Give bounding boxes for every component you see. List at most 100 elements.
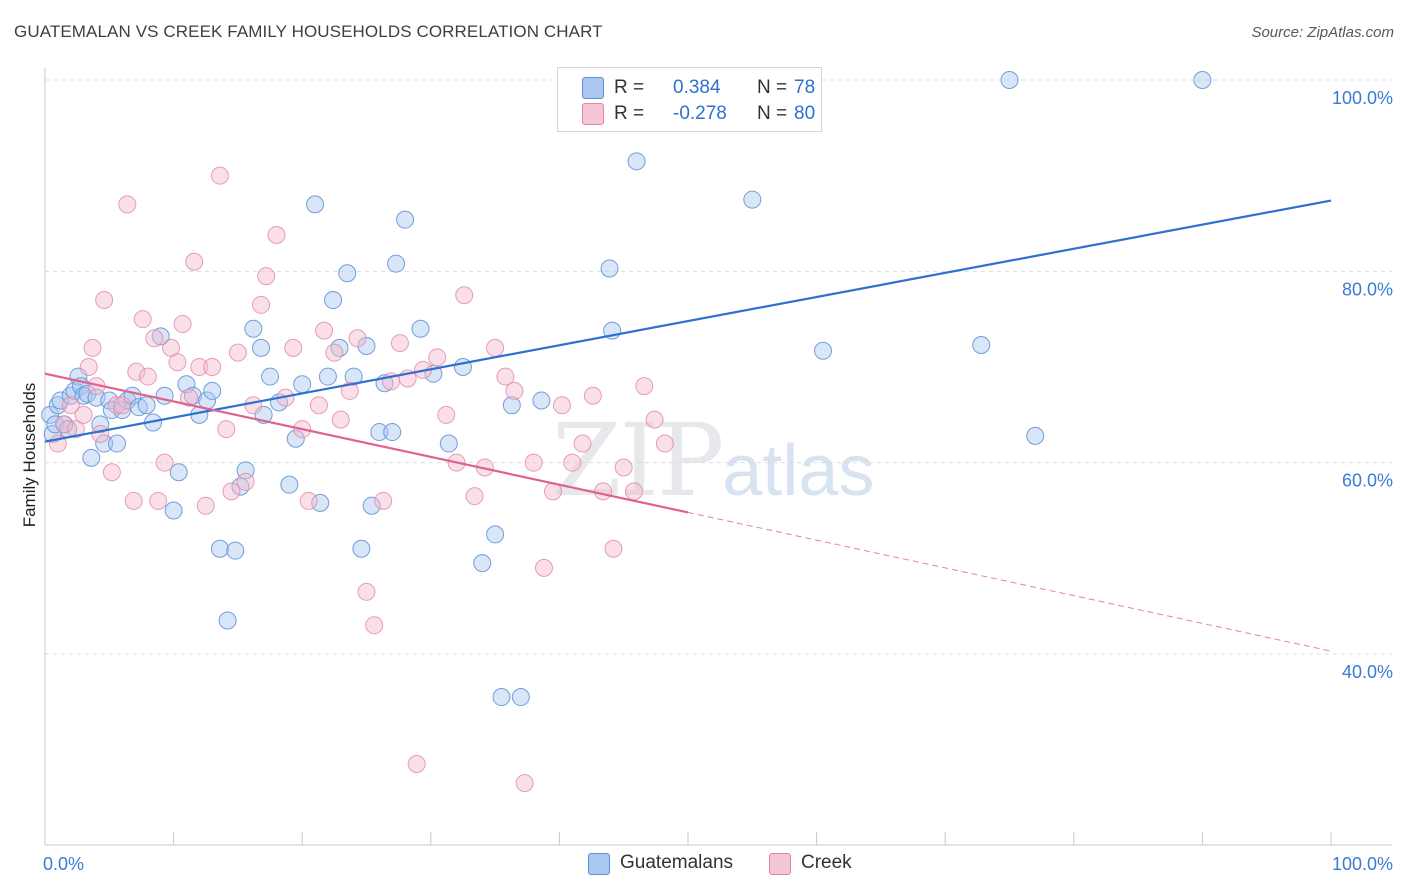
- guatemalans-point: [231, 477, 250, 496]
- x-tick-label: 100.0%: [1332, 854, 1393, 874]
- guatemalans-point: [48, 396, 67, 415]
- axis-labels: 40.0% 60.0% 80.0% 100.0% 0.0% 100.0% Family Ho…: [20, 88, 1393, 874]
- creek-point: [244, 396, 263, 415]
- guatemalans-point: [210, 539, 229, 558]
- y-tick-label: 80.0%: [1342, 279, 1393, 299]
- creek-point: [133, 310, 152, 329]
- creek-point: [614, 458, 633, 477]
- correlation-legend: R = 0.384 N = 78 R = -0.278 N = 80: [557, 67, 822, 132]
- creek-point: [196, 496, 215, 515]
- guatemalans-point: [743, 190, 762, 209]
- guatemalans-point: [82, 448, 101, 467]
- creek-point: [55, 415, 74, 434]
- creek-point: [284, 338, 303, 357]
- legend-n-value: 80: [794, 103, 816, 124]
- creek-trend-line: [44, 372, 689, 514]
- guatemalans-point: [330, 338, 349, 357]
- guatemalans-point: [338, 264, 357, 283]
- creek-point: [113, 396, 132, 415]
- guatemalans-point: [492, 688, 511, 707]
- guatemalans-point: [91, 415, 110, 434]
- creek-point: [138, 367, 157, 386]
- guatemalans-point: [324, 291, 343, 310]
- source-credit: Source: ZipAtlas.com: [1251, 24, 1394, 41]
- creek-point: [496, 367, 515, 386]
- creek-point: [118, 195, 137, 214]
- guatemalans-point: [370, 423, 389, 442]
- creek-point: [534, 558, 553, 577]
- y-tick-label: 60.0%: [1342, 471, 1393, 491]
- creek-point: [149, 491, 168, 510]
- guatemalans-point: [226, 541, 245, 560]
- creek-point: [173, 314, 192, 333]
- creek-point: [515, 774, 534, 793]
- creek-point: [563, 453, 582, 472]
- guatemalans-point: [318, 367, 337, 386]
- guatemalans-point: [311, 493, 330, 512]
- guatemalans-point: [486, 525, 505, 544]
- creek-point: [257, 267, 276, 286]
- guatemalans-point: [502, 396, 521, 415]
- creek-point: [61, 396, 80, 415]
- creek-point: [228, 343, 247, 362]
- axes: [44, 68, 1392, 846]
- guatemalans-legend-swatch: [588, 853, 610, 875]
- creek-point: [486, 338, 505, 357]
- creek-legend-label: Creek: [801, 852, 852, 873]
- guatemalans-point: [627, 152, 646, 171]
- guatemalans-point: [357, 336, 376, 355]
- guatemalans-point: [244, 319, 263, 338]
- guatemalans-point: [252, 338, 271, 357]
- guatemalans-point: [362, 496, 381, 515]
- creek-point: [428, 348, 447, 367]
- guatemalans-legend-label: Guatemalans: [620, 852, 734, 873]
- creek-point: [573, 434, 592, 453]
- creek-point: [331, 410, 350, 429]
- y-tick-label: 40.0%: [1342, 662, 1393, 682]
- creek-point: [190, 358, 209, 376]
- creek-point: [340, 381, 359, 400]
- legend-r-value: 0.384: [673, 77, 721, 98]
- creek-point: [455, 286, 474, 305]
- creek-point: [145, 329, 164, 348]
- creek-point: [309, 396, 328, 415]
- guatemalans-point: [387, 254, 406, 273]
- creek-point: [127, 362, 146, 381]
- guatemalans-point: [280, 475, 299, 494]
- creek-point: [210, 166, 229, 185]
- guatemalans-point: [473, 554, 492, 573]
- creek-point: [168, 353, 187, 372]
- guatemalans-point: [1026, 426, 1045, 445]
- creek-point: [348, 329, 367, 348]
- guatemalans-point: [532, 391, 551, 410]
- creek-point: [185, 252, 204, 271]
- guatemalans-point: [151, 327, 170, 346]
- creek-point: [217, 420, 236, 439]
- creek-point: [155, 453, 174, 472]
- creek-point: [604, 539, 623, 558]
- creek-point: [524, 453, 543, 472]
- legend-r-value: -0.278: [673, 103, 727, 124]
- creek-point: [79, 358, 98, 376]
- legend-r-label: R =: [614, 103, 645, 124]
- guatemalans-point: [102, 401, 121, 420]
- creek-point: [635, 377, 654, 396]
- y-tick-label: 100.0%: [1332, 88, 1393, 108]
- guatemalans-point: [293, 375, 312, 394]
- creek-point: [505, 381, 524, 400]
- creek-point: [645, 410, 664, 429]
- guatemalans-point: [169, 463, 188, 482]
- guatemalans-point: [972, 335, 991, 354]
- creek-point: [552, 396, 571, 415]
- guatemalans-point: [108, 434, 127, 453]
- creek-point: [655, 434, 674, 453]
- creek-point: [91, 424, 110, 443]
- creek-point: [203, 358, 222, 376]
- guatemalans-point: [1193, 71, 1212, 89]
- guatemalans-point: [286, 429, 305, 448]
- watermark-atlas: atlas: [722, 431, 875, 511]
- guatemalans-swatch: [582, 77, 604, 99]
- guatemalans-point: [1000, 71, 1019, 89]
- creek-points: [48, 166, 674, 793]
